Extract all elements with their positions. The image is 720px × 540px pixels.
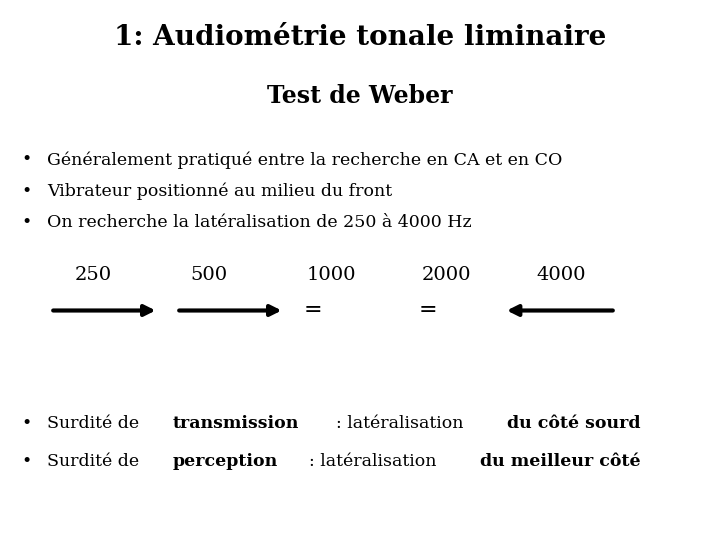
Text: •: • (22, 415, 32, 433)
Text: =: = (304, 300, 323, 321)
Text: =: = (419, 300, 438, 321)
Text: 250: 250 (75, 266, 112, 285)
Text: •: • (22, 183, 32, 199)
Text: On recherche la latéralisation de 250 à 4000 Hz: On recherche la latéralisation de 250 à … (47, 214, 472, 231)
Text: 4000: 4000 (537, 266, 586, 285)
Text: Test de Weber: Test de Weber (267, 84, 453, 107)
Text: 1: Audiométrie tonale liminaire: 1: Audiométrie tonale liminaire (114, 24, 606, 51)
Text: du côté sourd: du côté sourd (508, 415, 641, 433)
Text: •: • (22, 453, 32, 470)
Text: Vibrateur positionné au milieu du front: Vibrateur positionné au milieu du front (47, 183, 392, 200)
Text: 500: 500 (190, 266, 228, 285)
Text: perception: perception (173, 453, 278, 470)
Text: Surdité de: Surdité de (47, 415, 145, 433)
Text: transmission: transmission (173, 415, 299, 433)
Text: Surdité de: Surdité de (47, 453, 145, 470)
Text: du meilleur côté: du meilleur côté (480, 453, 641, 470)
Text: •: • (22, 151, 32, 168)
Text: •: • (22, 214, 32, 231)
Text: : latéralisation: : latéralisation (336, 415, 469, 433)
Text: 1000: 1000 (307, 266, 356, 285)
Text: Généralement pratiqué entre la recherche en CA et en CO: Généralement pratiqué entre la recherche… (47, 151, 562, 168)
Text: : latéralisation: : latéralisation (309, 453, 441, 470)
Text: 2000: 2000 (422, 266, 471, 285)
